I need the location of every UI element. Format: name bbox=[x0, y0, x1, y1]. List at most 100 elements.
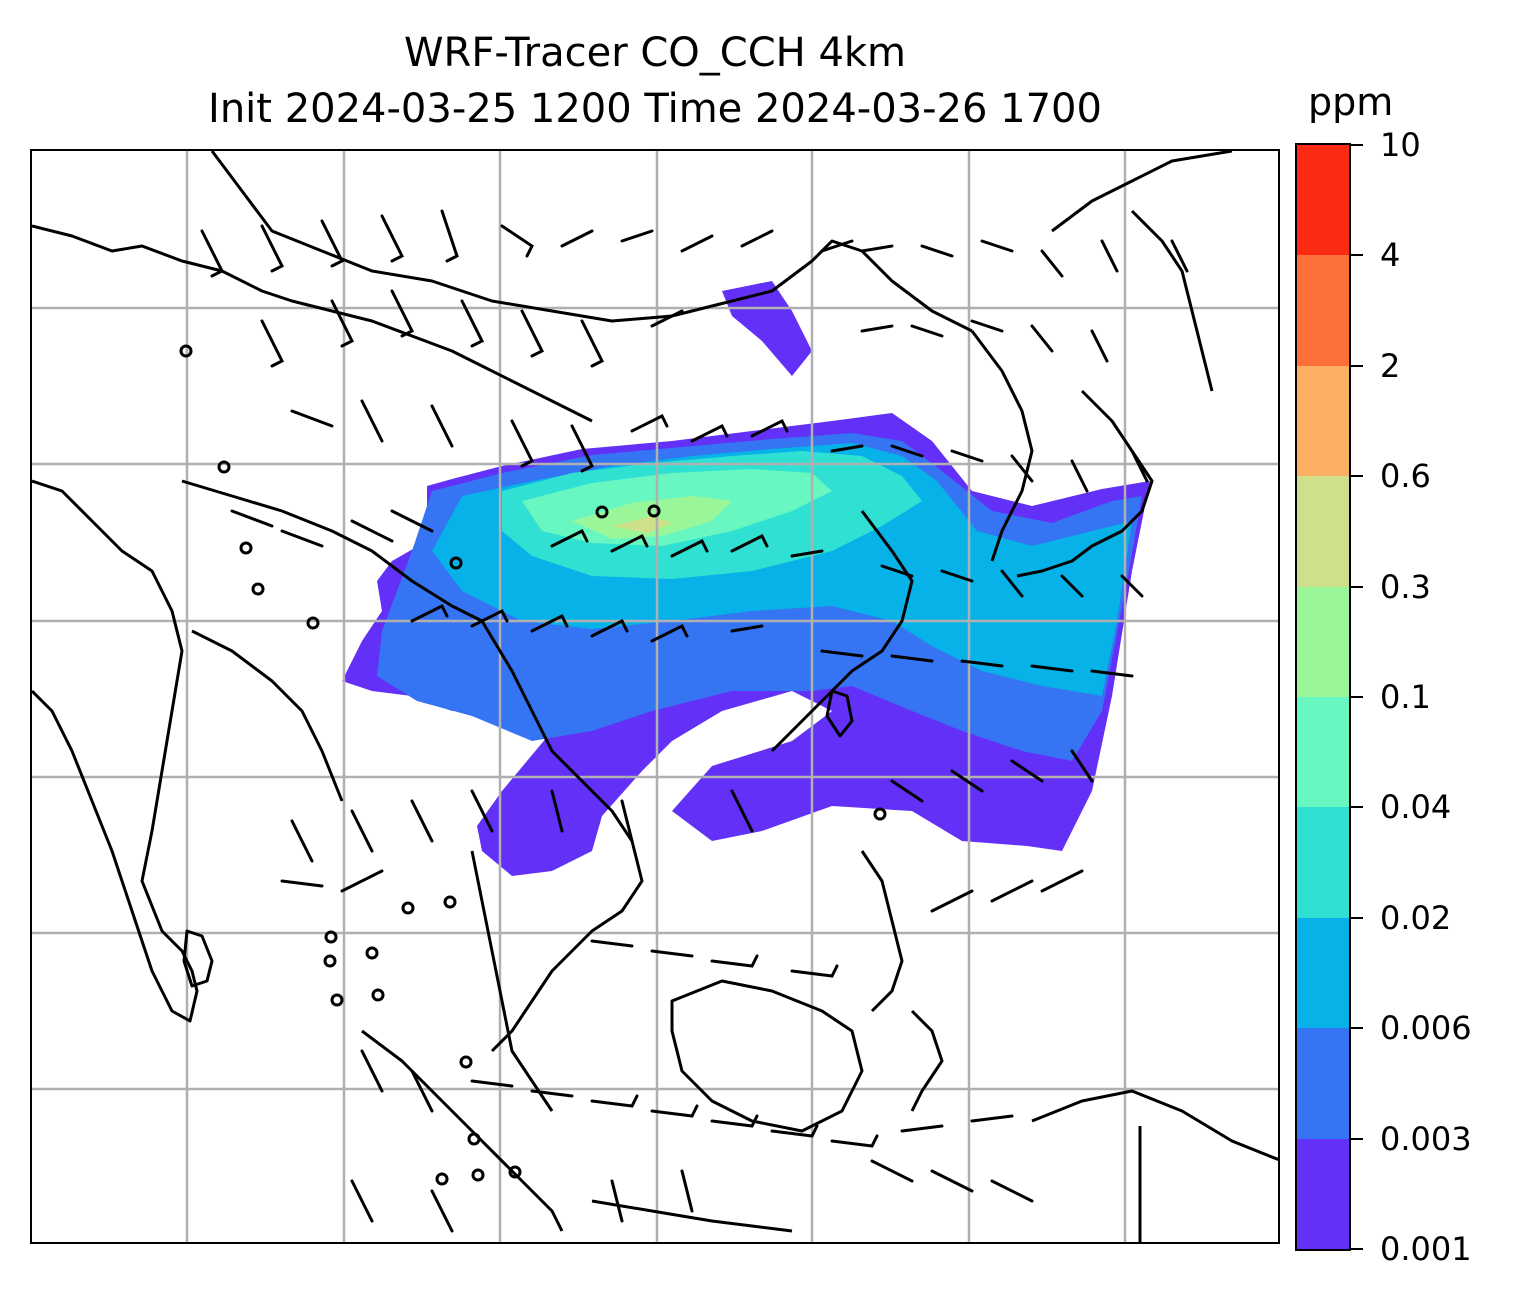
wind-barb bbox=[730, 789, 754, 833]
wind-barb bbox=[1170, 239, 1189, 273]
calm-marker bbox=[239, 541, 253, 555]
colorbar-unit-label: ppm bbox=[1308, 80, 1394, 124]
wind-barb bbox=[440, 209, 459, 263]
wind-barb bbox=[740, 229, 774, 248]
wind-barb bbox=[620, 799, 634, 843]
wind-barb bbox=[860, 244, 894, 253]
wind-barb bbox=[430, 404, 454, 448]
colorbar-tick-label: 0.3 bbox=[1380, 567, 1431, 606]
wind-barb bbox=[1070, 749, 1094, 783]
wind-barb bbox=[1000, 569, 1024, 598]
wind-barb bbox=[390, 509, 434, 533]
borneo bbox=[670, 979, 864, 1133]
wind-barb bbox=[830, 444, 864, 453]
wind-barb bbox=[430, 1189, 454, 1233]
map-canvas bbox=[32, 151, 1278, 1242]
philippines bbox=[860, 850, 904, 1013]
wind-barb bbox=[350, 519, 394, 543]
wind-barb bbox=[280, 879, 324, 888]
sumatra bbox=[361, 1029, 564, 1232]
colorbar-tick-mark bbox=[1351, 916, 1363, 919]
wind-barb bbox=[1040, 249, 1064, 278]
wind-barb bbox=[560, 229, 594, 248]
wind-barb bbox=[1040, 869, 1084, 893]
wind-barb bbox=[340, 869, 384, 893]
calm-marker bbox=[217, 460, 231, 474]
wind-barb bbox=[650, 623, 689, 643]
calm-marker bbox=[595, 505, 609, 519]
calm-marker bbox=[873, 807, 887, 821]
wind-barb bbox=[1130, 449, 1149, 483]
calm-marker bbox=[306, 616, 320, 630]
wind-barb bbox=[620, 229, 654, 243]
wind-barb bbox=[670, 538, 709, 558]
colorbar-tick-mark bbox=[1351, 1248, 1363, 1250]
wind-barb bbox=[980, 239, 1014, 253]
wind-barb bbox=[990, 879, 1034, 903]
wind-barb bbox=[820, 239, 854, 253]
wind-barb bbox=[970, 1114, 1014, 1123]
calm-marker bbox=[459, 1055, 473, 1069]
wind-barb bbox=[1010, 759, 1044, 783]
wind-barb bbox=[770, 1124, 819, 1138]
wind-barb bbox=[410, 1069, 434, 1113]
colorbar-bin bbox=[1297, 1138, 1349, 1249]
wind-barb bbox=[930, 889, 974, 913]
coastlines bbox=[32, 151, 1278, 1242]
wind-barb bbox=[520, 309, 545, 358]
wind-barb bbox=[1120, 574, 1144, 598]
calm-marker bbox=[467, 1132, 481, 1146]
colorbar-tick-mark bbox=[1351, 696, 1363, 698]
himalaya-border bbox=[181, 479, 483, 623]
wind-barb bbox=[710, 1114, 759, 1128]
sri-lanka bbox=[182, 929, 214, 988]
wind-barb bbox=[690, 423, 729, 443]
wind-barb bbox=[390, 289, 415, 338]
wind-barb bbox=[970, 319, 1004, 333]
wind-barb bbox=[650, 949, 694, 958]
wind-barb bbox=[500, 224, 534, 258]
wind-barb bbox=[900, 1124, 944, 1133]
calm-marker bbox=[251, 582, 265, 596]
colorbar-bin bbox=[1297, 807, 1349, 918]
wind-barb bbox=[790, 549, 824, 558]
wind-barb bbox=[570, 424, 595, 473]
colorbar-bin bbox=[1297, 917, 1349, 1029]
wind-barb bbox=[950, 769, 984, 793]
wind-barb bbox=[910, 324, 944, 338]
wind-barb bbox=[200, 229, 225, 278]
calm-marker bbox=[371, 988, 385, 1002]
wind-barb bbox=[880, 564, 914, 578]
colorbar-tick-mark bbox=[1351, 1137, 1363, 1140]
colorbar-bin bbox=[1297, 255, 1349, 366]
colorbar-tick-label: 0.006 bbox=[1380, 1009, 1472, 1048]
wind-barb bbox=[650, 309, 684, 328]
colorbar-tick-label: 2 bbox=[1380, 346, 1401, 385]
wind-barb bbox=[650, 1104, 699, 1118]
bay-of-bengal-coast bbox=[191, 629, 344, 802]
calm-marker bbox=[443, 895, 457, 909]
wind-barb bbox=[510, 419, 535, 468]
wind-barb bbox=[410, 603, 449, 623]
wind-barb bbox=[460, 299, 485, 348]
calm-marker bbox=[435, 1172, 449, 1186]
wind-barb bbox=[320, 219, 345, 268]
wind-barb bbox=[630, 413, 669, 433]
new-guinea bbox=[1031, 1089, 1278, 1162]
wind-barb bbox=[550, 528, 589, 548]
wind-barb bbox=[590, 618, 629, 638]
wind-barb bbox=[360, 1049, 384, 1093]
wind-barb bbox=[710, 954, 759, 968]
colorbar-bin bbox=[1297, 145, 1349, 256]
wind-barb bbox=[1030, 664, 1074, 673]
calm-marker bbox=[508, 1165, 522, 1179]
wind-barb bbox=[960, 659, 1004, 668]
colorbar-bin bbox=[1297, 586, 1349, 697]
wind-barb bbox=[730, 533, 769, 553]
japan-main bbox=[1016, 389, 1154, 578]
calm-wind-markers bbox=[179, 344, 887, 1186]
calm-marker bbox=[647, 504, 661, 518]
wind-barb bbox=[930, 1169, 974, 1193]
colorbar-bin bbox=[1297, 365, 1349, 477]
map-title: WRF-Tracer CO_CCH 4km bbox=[403, 30, 907, 76]
